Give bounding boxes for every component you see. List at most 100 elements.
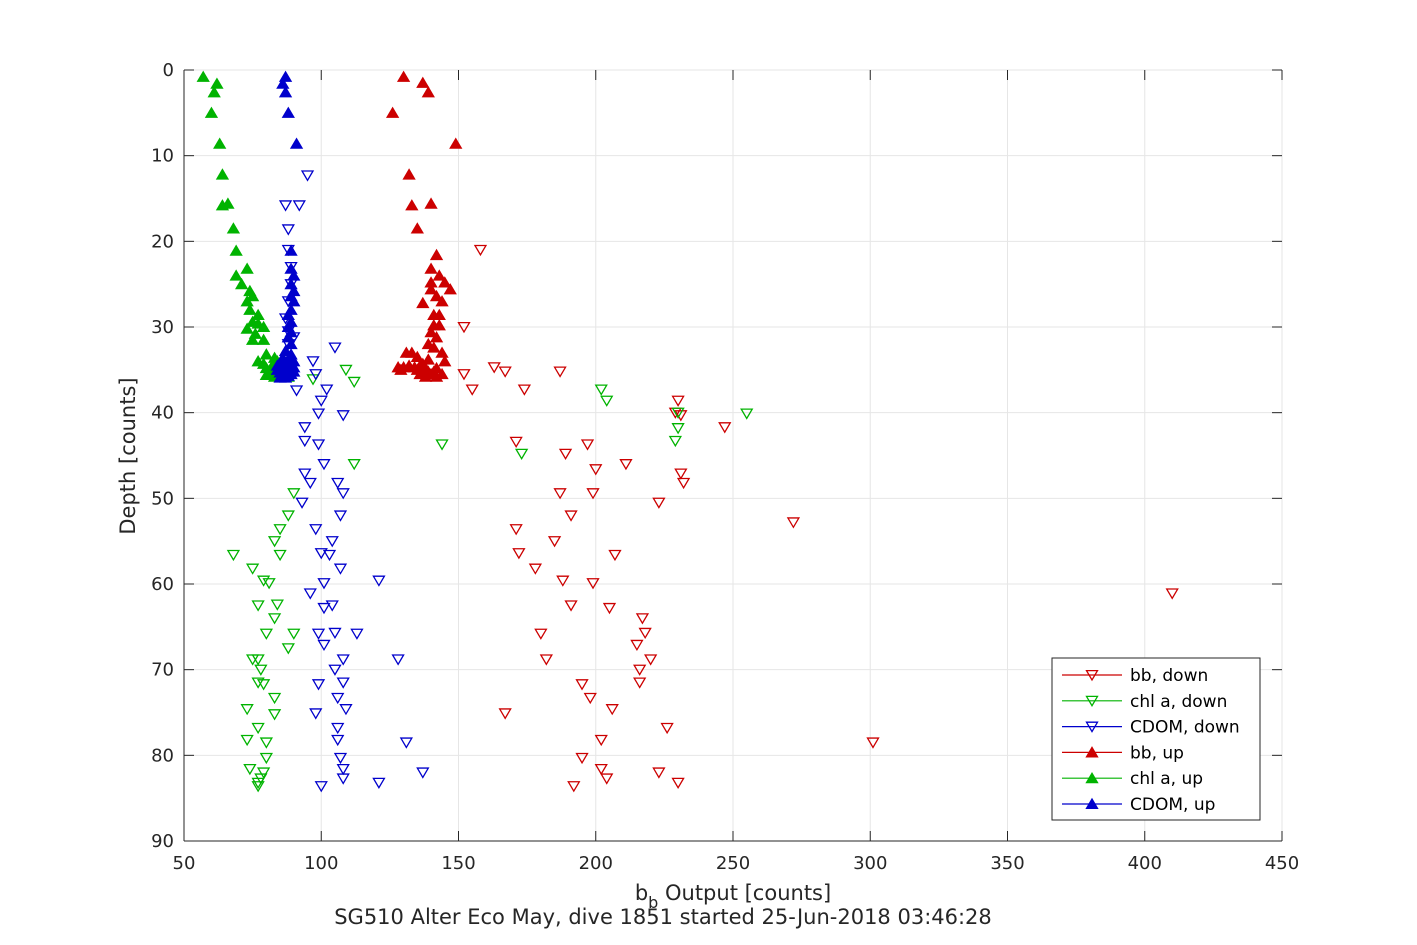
data-point [325,536,339,548]
data-point [660,722,674,735]
data-point [410,222,424,234]
data-point [243,763,257,776]
x-tick-label: 350 [990,853,1024,874]
data-point [328,664,342,676]
data-point [421,353,435,365]
data-point [240,322,254,334]
data-point [336,773,350,785]
y-tick-label: 20 [151,231,174,252]
data-point [333,510,348,522]
data-point [718,422,732,434]
y-axis-label: Depth [counts] [116,377,140,534]
x-tick-label: 100 [304,853,338,874]
data-point [600,773,614,785]
legend-label: CDOM, down [1130,718,1240,738]
data-point [298,422,312,434]
data-point [416,767,430,779]
data-point [347,459,361,471]
x-axis-label: bb Output [counts] [635,881,831,912]
y-tick-label: 80 [151,745,174,766]
data-point [317,578,331,590]
data-point [309,524,323,536]
data-point [432,319,446,331]
data-point [256,333,271,345]
data-point [594,763,608,776]
data-point [207,86,221,98]
data-point [281,224,295,236]
data-point [424,262,438,274]
data-point [405,346,419,358]
legend-marker [1085,797,1099,810]
data-point [509,436,523,449]
data-point [251,781,265,793]
data-point [240,262,254,274]
data-point [432,269,446,281]
data-point [292,200,306,212]
data-point [287,488,301,500]
data-point [630,639,644,652]
data-point [281,106,295,118]
data-point [594,384,608,396]
data-point [243,303,257,315]
data-point [267,613,282,625]
data-point [240,295,254,307]
data-point [421,86,435,98]
data-point [671,423,685,435]
data-point [287,628,301,640]
data-point [325,600,339,612]
data-point [418,370,433,382]
data-point [204,106,219,118]
data-point [270,599,284,611]
data-point [539,654,553,666]
legend-marker [1085,771,1099,784]
data-point [311,679,326,691]
data-point [333,752,348,765]
data-point [215,168,230,180]
data-point [575,752,589,765]
data-point [256,767,271,779]
data-point [331,477,345,490]
data-point [424,325,438,338]
data-point [671,407,685,419]
data-point [438,355,452,367]
data-point [487,362,501,374]
data-point [295,497,309,509]
data-point [303,477,317,490]
data-point [671,395,685,407]
data-point [287,295,301,307]
data-point [331,734,345,747]
data-point [311,628,326,640]
data-point [457,321,471,334]
data-point [635,613,650,625]
data-point [281,643,295,655]
y-tick-label: 0 [163,60,174,81]
data-point [410,350,424,363]
data-point [229,269,243,281]
data-point [259,628,273,640]
x-tick-label: 400 [1128,853,1162,874]
data-point [221,197,235,209]
data-point [429,370,444,382]
data-points [196,70,1179,793]
data-point [674,410,688,422]
data-point [427,341,441,353]
data-point [429,289,444,302]
data-point [259,368,273,381]
data-point [528,563,542,575]
data-point [580,439,595,451]
data-point [273,524,287,536]
data-point [589,464,603,476]
data-point [328,342,342,354]
data-point [314,548,328,560]
data-point [553,488,567,500]
data-point [267,709,282,721]
legend-label: chl a, up [1130,769,1203,789]
legend-marker [1085,695,1099,708]
data-point [676,477,691,490]
data-point [347,376,361,389]
data-point [644,654,658,666]
data-point [564,600,578,612]
data-point [259,737,273,749]
figure-caption: SG510 Alter Eco May, dive 1851 started 2… [334,905,992,929]
data-point [259,752,273,765]
